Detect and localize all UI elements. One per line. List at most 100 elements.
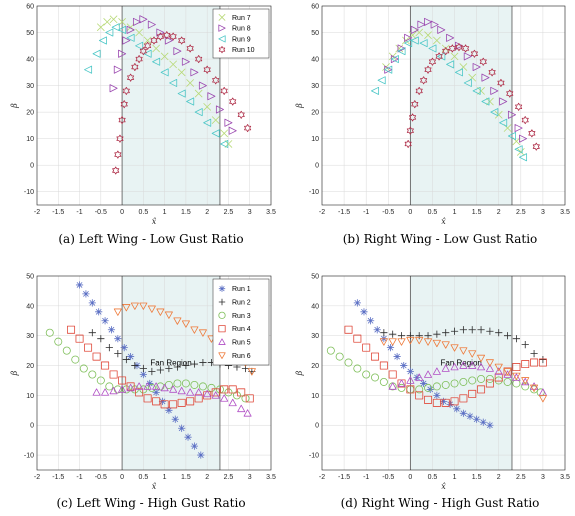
data-point [485,379,494,388]
data-point [406,376,415,384]
data-point [503,368,512,376]
data-point [113,308,122,316]
data-point [147,383,156,392]
data-point [88,299,96,307]
data-point [404,39,413,48]
x-tick-label: -1.5 [52,474,64,481]
data-point [494,110,503,119]
data-point [410,25,419,34]
data-point [459,409,467,417]
data-point [397,379,406,387]
data-point [144,41,152,50]
data-point [424,332,432,340]
data-point [441,364,450,372]
data-point [156,28,165,37]
data-point [388,382,397,390]
data-point [147,305,156,313]
legend-label: Run 3 [232,313,251,320]
data-point [380,329,388,337]
data-point [163,31,171,40]
data-point [388,338,397,346]
data-point [194,89,203,98]
data-point [88,329,96,337]
data-point [494,373,503,382]
data-point [397,332,406,340]
data-point [182,361,190,370]
data-point [132,17,141,26]
data-point [75,334,84,343]
legend-label: Run 5 [232,340,251,347]
data-point [379,377,388,386]
legend-box [212,278,270,366]
data-point [499,97,508,106]
data-point [512,335,521,343]
data-point [377,76,386,85]
data-point [538,395,547,403]
x-tick-label: 1.5 [472,209,482,216]
series-run-4 [344,325,547,407]
series-run-2 [380,326,547,364]
data-point [92,49,101,58]
y-axis-label: β [10,370,19,376]
data-point [186,388,195,396]
y-tick-label: 40 [311,57,319,64]
data-point [220,385,229,394]
data-point [105,382,114,391]
data-point [177,398,186,407]
data-point [194,108,203,117]
data-point [503,367,512,376]
x-tick-label: 3.5 [560,474,570,481]
data-point [164,36,173,45]
data-point [395,44,404,53]
legend-marker [218,13,226,21]
data-point [446,60,455,69]
data-point [442,329,450,337]
data-point [410,36,419,45]
data-point [126,25,135,34]
data-point [190,360,199,368]
data-point [530,350,538,358]
y-tick-label: 30 [26,333,34,340]
legend-label: Run 6 [232,353,251,360]
data-point [195,55,203,64]
x-tick-label: 1.5 [472,474,482,481]
x-tick-label: 0.5 [138,209,148,216]
data-point [514,145,523,154]
data-point [353,364,362,373]
data-point [512,363,521,372]
data-point [229,97,237,106]
data-point [424,370,433,378]
data-point [459,326,467,334]
data-point [109,370,118,379]
data-point [131,361,139,370]
data-point [450,327,459,335]
data-point [499,118,508,127]
data-point [215,105,224,114]
data-point [479,57,487,66]
data-point [177,68,186,77]
data-point [432,398,441,407]
y-tick-label: -10 [309,453,319,460]
data-point [112,166,120,175]
x-tick-label: 2 [497,209,501,216]
data-point [228,398,237,407]
y-tick-label: 40 [26,303,34,310]
data-point [120,100,128,109]
data-point [224,118,233,127]
legend-label: Run 1 [232,286,251,293]
data-point [105,28,114,37]
data-point [173,363,181,371]
data-point [371,352,380,361]
data-point [220,394,229,402]
data-point [152,44,161,53]
x-tick-label: -2 [34,474,40,481]
data-point [45,328,54,337]
data-point [514,124,523,133]
data-point [450,52,459,61]
data-point [88,370,97,379]
data-point [150,36,158,45]
data-point [190,326,199,334]
data-point [437,25,446,34]
data-point [114,350,122,358]
data-point [477,385,486,394]
